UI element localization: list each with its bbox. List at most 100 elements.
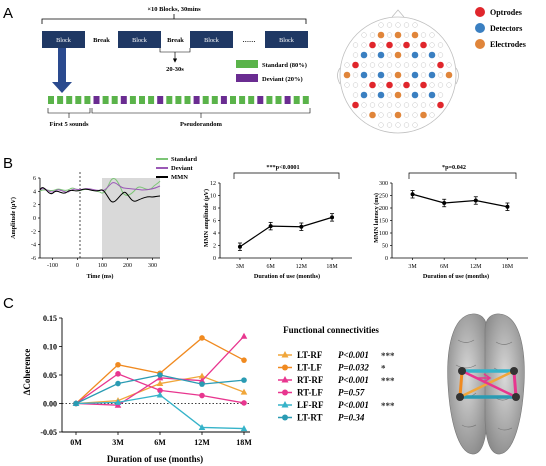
amp-xtick: 6M — [266, 264, 275, 270]
amp-line — [239, 216, 333, 248]
erp-xtick: 0 — [76, 263, 79, 269]
lat-point — [442, 201, 447, 205]
erp-ytick: 6 — [33, 176, 36, 182]
block-label: Block — [56, 37, 72, 44]
point-rt-lf — [241, 400, 247, 406]
block-row: Block Break Block Break Block …… Block — [42, 31, 308, 48]
amp-point — [237, 244, 242, 249]
panel-label-a: A — [3, 5, 13, 22]
standard-sound — [166, 96, 173, 104]
montage-legend: Optrodes Detectors Electrodes — [475, 7, 526, 49]
lat-ytick: 200 — [379, 206, 388, 212]
deviant-legend: Deviant (20%) — [262, 76, 303, 83]
block-label: Block — [204, 37, 220, 44]
coh-xtick: 12M — [194, 438, 210, 447]
amp-ytick: 2 — [213, 244, 216, 250]
panel-label-c: C — [3, 295, 14, 312]
amp-point — [299, 224, 304, 229]
erp-xtick: 200 — [123, 263, 132, 269]
coh-ytick: 0.05 — [43, 371, 57, 380]
mmn-amplitude-plot: ***p<0.0001 MMN amplitude (μV) Duration … — [203, 164, 352, 280]
electrode-marker — [475, 39, 485, 49]
amp-ytick: 6 — [213, 219, 216, 225]
coherence-plot: ΔCoherence Duration of use (months) 0.15… — [22, 314, 252, 464]
standard-wave — [39, 178, 161, 196]
standard-sound — [230, 96, 236, 104]
point-lt-rf — [240, 388, 248, 395]
deviant-sound — [284, 96, 291, 104]
optrodes-label: Optrodes — [490, 8, 522, 17]
standard-sound — [275, 96, 282, 104]
point-lt-rt — [73, 400, 79, 407]
erp-ytick: -2 — [31, 229, 36, 235]
lat-ytick: 150 — [379, 219, 388, 225]
point-lf-rf — [240, 425, 248, 432]
panel-label-b: B — [3, 155, 13, 172]
legend-stars: *** — [381, 351, 395, 361]
lat-ylabel: MMN latency (ms) — [373, 193, 380, 243]
point-rt-rf — [240, 332, 248, 339]
deviant-sound — [120, 96, 127, 104]
lat-xtick: 3M — [408, 264, 417, 270]
point-lt-rt — [115, 380, 121, 387]
coherence-legend: Functional connectivities LT-RF P<0.001 **… — [278, 325, 395, 423]
legend-p-value: P=0.032 — [338, 363, 369, 373]
erp-ytick: 4 — [33, 189, 36, 195]
amp-point — [330, 215, 335, 220]
amp-xlabel: Duration of use (months) — [254, 273, 320, 280]
blocks-title: ×10 Blocks, 30mins — [147, 6, 201, 13]
deviant-sound — [93, 96, 100, 104]
standard-sound — [102, 96, 109, 104]
standard-sound — [302, 96, 309, 104]
legend-series-name: RT-RF — [297, 375, 324, 385]
point-lt-rf — [198, 372, 206, 379]
standard-legend: Standard (80%) — [262, 62, 307, 69]
lat-xtick: 6M — [440, 264, 449, 270]
coh-xtick: 0M — [70, 438, 82, 447]
amp-xtick: 12M — [296, 264, 308, 270]
ellipsis: …… — [243, 37, 256, 44]
deviant-sound — [257, 96, 264, 104]
point-lt-lf — [115, 361, 121, 368]
series-lf-rf — [75, 394, 245, 430]
point-rt-lf — [157, 387, 163, 394]
standard-sound — [57, 96, 64, 104]
point-lt-rt — [199, 381, 205, 387]
amp-xtick: 18M — [326, 264, 338, 270]
erp-xtick: 300 — [148, 263, 157, 269]
erp-ylabel: Amplitude (μV) — [10, 197, 17, 239]
standard-sound — [111, 96, 118, 104]
lat-point — [505, 204, 510, 209]
standard-sound — [202, 96, 209, 104]
point-rt-lf — [115, 371, 121, 377]
point-rt-rf — [198, 377, 206, 384]
paradigm-diagram: ×10 Blocks, 30mins Block Break Block Break B… — [41, 6, 311, 128]
zoom-arrow — [52, 48, 72, 93]
standard-sound — [84, 96, 91, 104]
point-lt-rt — [241, 377, 247, 383]
amp-ylabel: MMN amplitude (μV) — [203, 189, 210, 247]
standard-sound — [184, 96, 191, 104]
legend-p-value: P=0.34 — [338, 413, 365, 423]
electrodes-label: Electrodes — [490, 40, 526, 49]
amp-sig: ***p<0.0001 — [266, 164, 299, 171]
standard-swatch — [236, 60, 258, 68]
standard-sound — [175, 96, 182, 104]
amp-ytick: 0 — [213, 256, 216, 262]
legend-series-name: LT-RT — [297, 413, 323, 423]
point-lt-lf — [199, 335, 205, 341]
standard-sound — [75, 96, 82, 104]
coh-ytick: 0.10 — [43, 343, 57, 352]
legend-series-name: LF-RF — [297, 400, 324, 410]
sound-sequence — [48, 96, 309, 104]
block-6 — [265, 31, 308, 48]
erp-xtick: 100 — [98, 263, 107, 269]
erp-ytick: 2 — [33, 203, 36, 209]
standard-sound — [66, 96, 73, 104]
lat-xtick: 12M — [470, 264, 482, 270]
standard-sound — [239, 96, 246, 104]
point-lt-rf — [156, 380, 164, 387]
legend-deviant: Deviant — [171, 165, 194, 172]
amp-ytick: 12 — [210, 181, 216, 187]
